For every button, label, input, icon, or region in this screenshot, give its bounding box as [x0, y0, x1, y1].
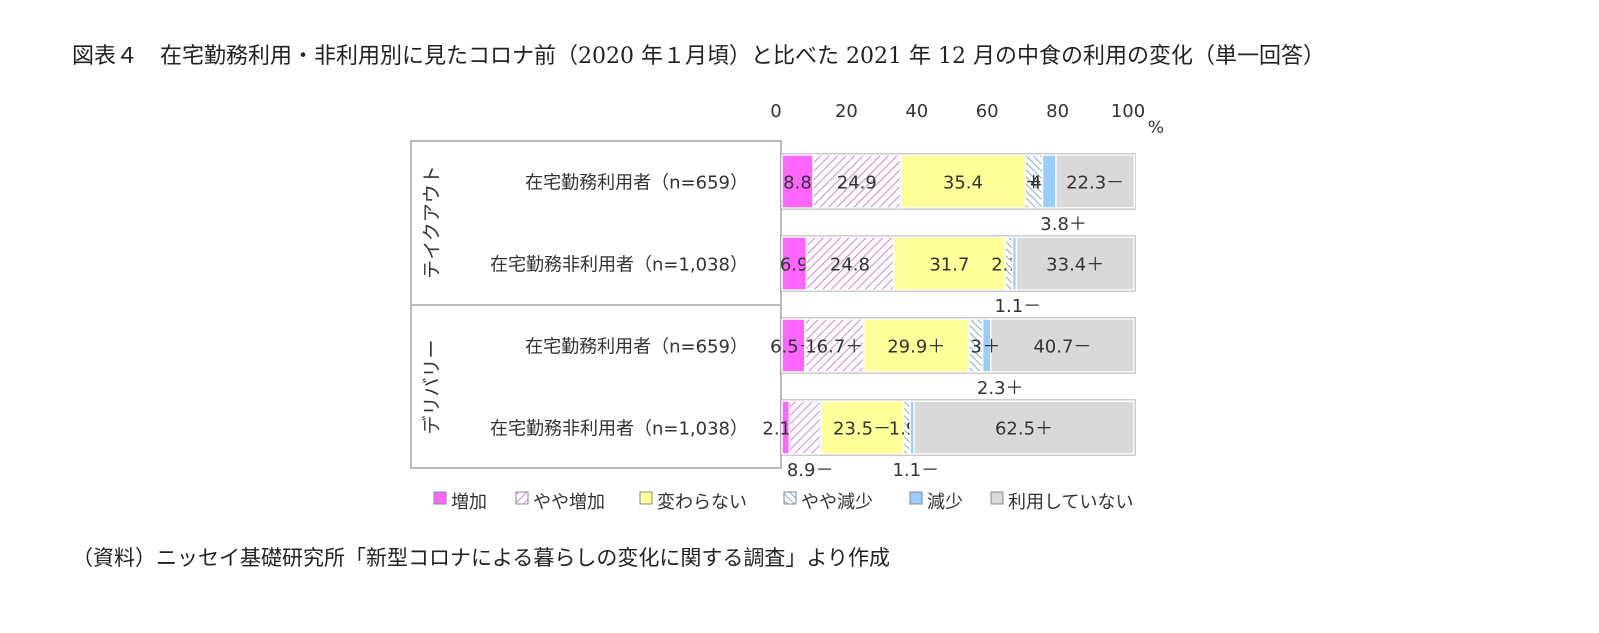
data-label: 24.9	[837, 173, 877, 194]
bar-segment	[1041, 154, 1057, 209]
data-label: 6.9	[780, 255, 809, 276]
legend-swatch	[990, 491, 1004, 505]
x-tick-label: 60	[976, 101, 999, 122]
legend-swatch	[639, 491, 653, 505]
data-label: 33.4＋	[1046, 255, 1104, 276]
data-label: 31.7	[929, 255, 969, 276]
bar-segment	[1055, 154, 1136, 209]
group-label: デリバリー	[421, 339, 443, 434]
significance-mark: ＋	[1025, 173, 1043, 194]
data-label: 29.9＋	[887, 337, 945, 358]
data-label: 35.4	[943, 173, 983, 194]
data-label: 2.3＋	[977, 378, 1024, 399]
category-label: 在宅勤務利用者（n=659）	[525, 173, 748, 194]
data-label: 16.7＋	[805, 337, 863, 358]
x-tick-label: 20	[835, 101, 858, 122]
legend-label: 利用していない	[1008, 492, 1133, 513]
data-label: 62.5＋	[995, 419, 1053, 440]
data-label: 3.8＋	[1040, 214, 1087, 235]
x-unit-label: %	[1148, 118, 1164, 138]
bar-segment	[989, 318, 1135, 373]
legend-label: やや減少	[801, 492, 873, 513]
data-label: 24.8	[830, 255, 870, 276]
x-tick-label: 100	[1111, 101, 1145, 122]
x-axis: 0 20 40 60 80 100%	[770, 101, 1164, 138]
group-label: テイクアウト	[421, 165, 443, 279]
legend-swatch	[433, 491, 447, 505]
legend-label: 変わらない	[657, 492, 747, 513]
category-label: 在宅勤務非利用者（n=1,038）	[490, 419, 748, 440]
x-tick-label: 80	[1046, 101, 1069, 122]
source-note: （資料）ニッセイ基礎研究所「新型コロナによる暮らしの変化に関する調査」より作成	[72, 546, 890, 570]
bars: 8.824.935.44.93.8＋22.3－6.924.831.72.1－1.…	[762, 153, 1136, 481]
legend-swatch	[783, 491, 797, 505]
bar-segment	[913, 400, 1135, 455]
x-tick-label: 40	[905, 101, 928, 122]
legend-label: 減少	[927, 492, 963, 513]
category-label: 在宅勤務非利用者（n=1,038）	[490, 255, 748, 276]
bar-segment	[788, 400, 822, 455]
legend-label: 増加	[451, 492, 487, 513]
category-label: 在宅勤務利用者（n=659）	[525, 337, 748, 358]
chart-title: 図表４ 在宅勤務利用・非利用別に見たコロナ前（2020 年１月頃）と比べた 20…	[72, 44, 1325, 69]
data-label: 22.3－	[1066, 173, 1124, 194]
data-label: 1.1－	[995, 296, 1042, 317]
bar-segment	[1015, 236, 1135, 291]
legend-swatch	[909, 491, 923, 505]
significance-mark: ＋	[982, 337, 1000, 358]
legend: 増加 やや増加 変わらない やや減少 減少 利用していない	[433, 491, 1133, 513]
bar-segment	[862, 318, 970, 373]
bar-segment	[892, 236, 1006, 291]
data-label: 8.9－	[787, 460, 834, 481]
x-tick-label: 0	[770, 101, 781, 122]
bar-segment	[781, 154, 814, 209]
legend-swatch	[515, 491, 529, 505]
data-label: 23.5－	[833, 419, 891, 440]
data-label: 1.1－	[892, 460, 939, 481]
data-label: 40.7－	[1033, 337, 1091, 358]
data-label: 8.8	[783, 173, 812, 194]
legend-label: やや増加	[533, 492, 605, 513]
